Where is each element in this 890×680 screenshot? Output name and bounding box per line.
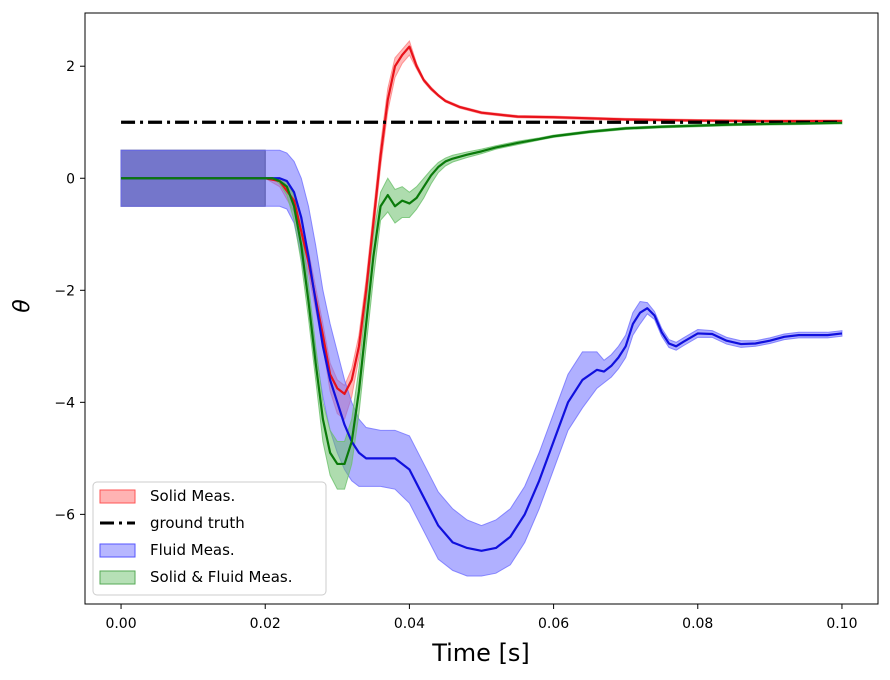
y-tick-label: −4 (54, 395, 75, 411)
legend: Solid Meas. ground truth Fluid Meas. Solid … (92, 481, 327, 596)
x-tick-label: 0.02 (250, 616, 281, 632)
y-tick-label: 0 (66, 171, 75, 187)
x-axis-ticks: 0.00 0.02 0.04 0.06 0.08 0.10 (105, 604, 858, 632)
legend-swatch-solid-meas (99, 489, 136, 504)
legend-box (92, 481, 327, 596)
x-tick-label: 0.04 (394, 616, 425, 632)
x-tick-label: 0.00 (105, 616, 136, 632)
series-lines (121, 45, 843, 552)
y-tick-label: 2 (66, 59, 75, 75)
legend-label-solid-meas: Solid Meas. (150, 487, 235, 505)
x-axis-title: Time [s] (431, 639, 530, 667)
legend-label-ground-truth: ground truth (150, 514, 245, 532)
y-axis-title: θ (10, 299, 35, 313)
y-axis-ticks: −6 −4 −2 0 2 (54, 59, 85, 523)
legend-swatch-fluid-meas (99, 543, 136, 558)
solid-meas-line (121, 45, 842, 396)
x-tick-label: 0.08 (682, 616, 713, 632)
fluid-meas-line (121, 177, 843, 552)
x-tick-label: 0.10 (826, 616, 857, 632)
legend-label-fluid-meas: Fluid Meas. (150, 541, 235, 559)
solid-meas-band (121, 40, 843, 420)
legend-swatch-solid-and-fluid-meas (99, 570, 136, 585)
solid-and-fluid-meas-line (121, 121, 842, 466)
plot-frame (84, 12, 879, 605)
y-tick-label: −2 (54, 283, 75, 299)
y-tick-label: −6 (54, 507, 75, 523)
x-tick-label: 0.06 (538, 616, 569, 632)
legend-label-solid-and-fluid-meas: Solid & Fluid Meas. (150, 568, 293, 586)
